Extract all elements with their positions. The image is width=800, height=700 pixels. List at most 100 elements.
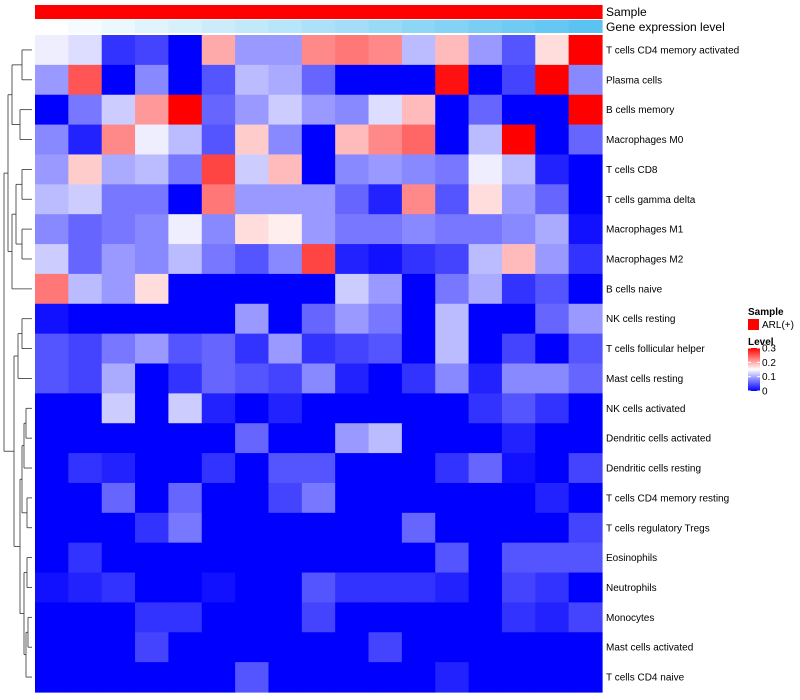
row-label: T cells CD8 [606,165,658,176]
heatmap-cell [101,273,136,305]
heatmap-cell [135,214,170,245]
sample-annotation-cell [568,5,603,19]
heatmap-cell [68,482,103,514]
heatmap-cell [301,244,336,275]
heatmap-cell [68,662,103,693]
heatmap-cell [435,94,470,126]
heatmap-cell [201,273,236,305]
row-label: NK cells activated [606,404,685,415]
heatmap-cell [35,602,69,633]
heatmap-cell [301,363,336,394]
heatmap-cell [401,184,436,215]
heatmap-cell [535,423,570,454]
heatmap-cell [435,244,470,275]
heatmap-cell [168,542,203,574]
heatmap-cell [268,333,303,365]
row-label: Monocytes [606,613,654,624]
heatmap-cell [68,154,103,185]
heatmap-cell [35,214,69,245]
heatmap-cell [568,542,603,574]
heatmap-cell [235,214,270,245]
heatmap-cell [435,363,470,394]
heatmap-cell [335,572,370,604]
heatmap-cell [168,94,203,126]
heatmap-cell [468,423,503,454]
heatmap-cell [268,482,303,514]
heatmap-cell [401,214,436,245]
heatmap-cell [135,453,170,484]
heatmap-cell [268,94,303,126]
sample-annotation-bar [35,5,603,19]
heatmap-cell [101,393,136,424]
heatmap-cell [101,602,136,633]
heatmap-cell [335,363,370,394]
heatmap-cell [35,453,69,484]
heatmap-cell [35,393,69,424]
row-label: T cells regulatory Tregs [606,523,710,534]
heatmap-cell [135,333,170,365]
heatmap-cell [468,244,503,275]
heatmap-cell [168,124,203,156]
legend: Sample ARL(+) Level 0.3 0.2 0.1 0 [748,307,794,398]
heatmap-cell [35,572,69,604]
expression-annotation-cell [401,20,436,33]
heatmap-cell [168,512,203,544]
heatmap-cell [501,572,536,604]
heatmap-cell [301,303,336,335]
heatmap-cell [568,244,603,275]
heatmap-cell [401,244,436,275]
heatmap-cell [35,94,69,126]
heatmap-cell [235,363,270,394]
heatmap-cells [35,35,603,693]
heatmap-cell [335,154,370,185]
heatmap-cell [35,273,69,305]
heatmap-cell [168,244,203,275]
heatmap-cell [301,512,336,544]
expression-track-label: Gene expression level [606,20,725,34]
heatmap-cell [301,124,336,156]
expression-annotation-cell [568,20,603,33]
heatmap-cell [401,154,436,185]
sample-annotation-cell [435,5,470,19]
expression-annotation-cell [535,20,570,33]
heatmap-cell [368,154,403,185]
heatmap-cell [235,453,270,484]
heatmap-cell [335,393,370,424]
heatmap-cell [135,602,170,633]
heatmap-cell [535,542,570,574]
heatmap-cell [168,35,203,66]
heatmap-cell [535,124,570,156]
heatmap-cell [168,303,203,335]
heatmap-cell [568,393,603,424]
expression-annotation-cell [501,20,536,33]
row-label: Macrophages M1 [606,225,684,236]
sample-annotation-cell [35,5,69,19]
heatmap-cell [335,423,370,454]
heatmap-cell [335,602,370,633]
heatmap-cell [335,453,370,484]
heatmap-cell [368,124,403,156]
heatmap-cell [435,273,470,305]
heatmap-cell [35,512,69,544]
heatmap-cell [168,214,203,245]
heatmap-cell [401,602,436,633]
heatmap-cell [101,303,136,335]
heatmap-cell [101,333,136,365]
heatmap-cell [201,333,236,365]
heatmap-cell [268,542,303,574]
heatmap-cell [101,94,136,126]
heatmap-cell [501,423,536,454]
heatmap-cell [368,512,403,544]
heatmap-cell [101,482,136,514]
heatmap-cell [568,423,603,454]
heatmap-cell [501,632,536,663]
heatmap-cell [401,35,436,66]
heatmap-cell [201,572,236,604]
heatmap-cell [468,214,503,245]
heatmap-cell [135,363,170,394]
heatmap-cell [401,572,436,604]
heatmap-cell [535,482,570,514]
heatmap-cell [501,303,536,335]
heatmap-cell [268,184,303,215]
heatmap-cell [235,542,270,574]
